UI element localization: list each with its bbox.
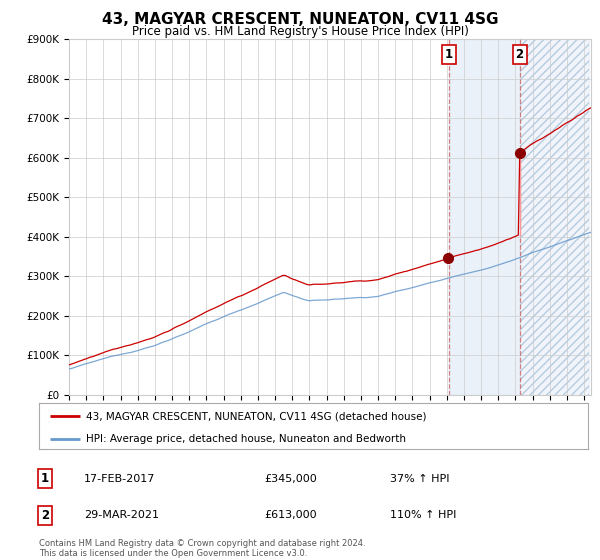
Text: 37% ↑ HPI: 37% ↑ HPI <box>390 474 449 484</box>
Text: 43, MAGYAR CRESCENT, NUNEATON, CV11 4SG: 43, MAGYAR CRESCENT, NUNEATON, CV11 4SG <box>102 12 498 27</box>
Text: 17-FEB-2017: 17-FEB-2017 <box>84 474 155 484</box>
Text: £613,000: £613,000 <box>264 510 317 520</box>
Text: 29-MAR-2021: 29-MAR-2021 <box>84 510 159 520</box>
Text: 110% ↑ HPI: 110% ↑ HPI <box>390 510 457 520</box>
Text: Contains HM Land Registry data © Crown copyright and database right 2024.
This d: Contains HM Land Registry data © Crown c… <box>39 539 365 558</box>
Bar <box>449 39 520 395</box>
Bar <box>520 39 589 395</box>
Text: HPI: Average price, detached house, Nuneaton and Bedworth: HPI: Average price, detached house, Nune… <box>86 434 406 444</box>
Text: 1: 1 <box>41 472 49 486</box>
Text: £345,000: £345,000 <box>264 474 317 484</box>
Bar <box>520 39 589 395</box>
Text: 43, MAGYAR CRESCENT, NUNEATON, CV11 4SG (detached house): 43, MAGYAR CRESCENT, NUNEATON, CV11 4SG … <box>86 411 426 421</box>
Text: 2: 2 <box>41 508 49 522</box>
Text: Price paid vs. HM Land Registry's House Price Index (HPI): Price paid vs. HM Land Registry's House … <box>131 25 469 38</box>
Text: 1: 1 <box>445 48 453 61</box>
Text: 2: 2 <box>515 48 524 61</box>
